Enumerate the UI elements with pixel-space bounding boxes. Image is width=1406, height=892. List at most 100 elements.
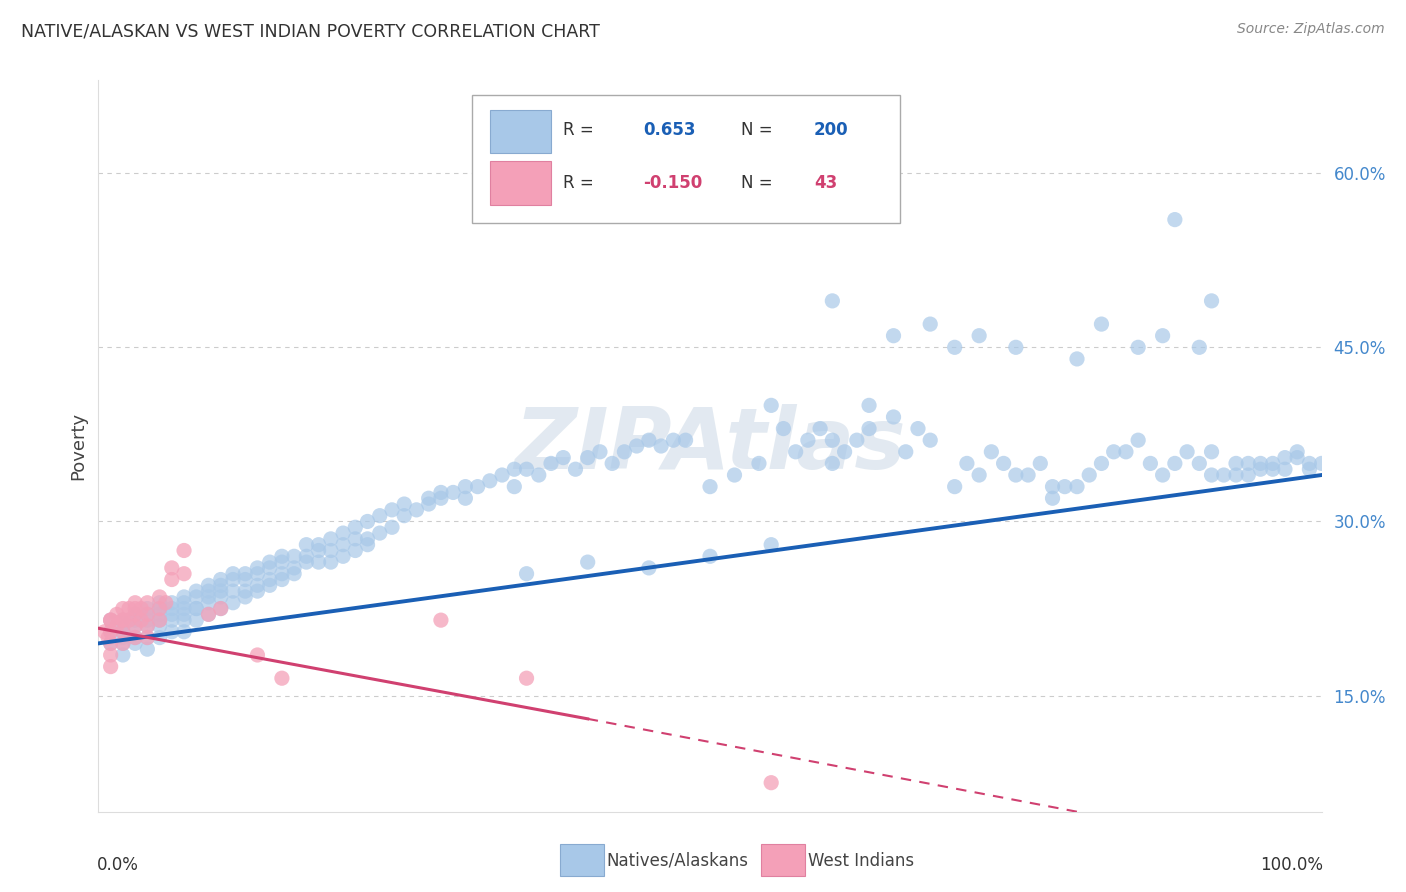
Point <box>1201 293 1223 308</box>
Point <box>111 636 134 650</box>
Point <box>920 317 942 331</box>
Point <box>246 648 269 662</box>
Point <box>197 590 219 604</box>
Point <box>308 543 330 558</box>
Point <box>270 549 294 564</box>
Point <box>356 532 378 546</box>
Point <box>772 421 794 435</box>
Point <box>197 607 219 622</box>
Point <box>418 491 440 506</box>
Point <box>111 624 134 639</box>
Point <box>173 590 195 604</box>
Point <box>797 433 820 447</box>
FancyBboxPatch shape <box>489 110 551 153</box>
Point <box>233 590 256 604</box>
Point <box>430 491 453 506</box>
Point <box>1042 491 1064 506</box>
Point <box>1261 457 1284 471</box>
Point <box>1286 445 1309 459</box>
Point <box>637 433 661 447</box>
Text: R =: R = <box>564 121 599 139</box>
Point <box>209 578 232 592</box>
Point <box>233 566 256 581</box>
Point <box>136 631 159 645</box>
Point <box>332 549 354 564</box>
Point <box>124 607 146 622</box>
FancyBboxPatch shape <box>471 95 900 223</box>
Point <box>943 340 966 354</box>
Point <box>515 462 537 476</box>
Point <box>392 508 416 523</box>
Point <box>980 445 1002 459</box>
Point <box>136 601 159 615</box>
Point <box>173 601 195 615</box>
Point <box>344 532 367 546</box>
Point <box>503 462 526 476</box>
Point <box>160 596 183 610</box>
Point <box>186 601 208 615</box>
Point <box>1004 468 1026 483</box>
Point <box>1225 468 1247 483</box>
Point <box>173 613 195 627</box>
Point <box>1029 457 1052 471</box>
Point <box>197 578 219 592</box>
Point <box>1261 462 1284 476</box>
Point <box>1175 445 1198 459</box>
Text: 100.0%: 100.0% <box>1260 855 1323 873</box>
Point <box>1237 468 1260 483</box>
Text: West Indians: West Indians <box>808 852 914 870</box>
Point <box>124 631 146 645</box>
Point <box>1152 468 1174 483</box>
Point <box>124 613 146 627</box>
Point <box>136 642 159 657</box>
Point <box>1286 450 1309 465</box>
Point <box>100 613 122 627</box>
Point <box>259 561 281 575</box>
Point <box>186 613 208 627</box>
Point <box>160 573 183 587</box>
Point <box>118 613 141 627</box>
Point <box>149 613 172 627</box>
Point <box>430 485 453 500</box>
Point <box>503 480 526 494</box>
Point <box>1102 445 1125 459</box>
Point <box>209 601 232 615</box>
Point <box>308 555 330 569</box>
Point <box>1188 340 1211 354</box>
Point <box>956 457 979 471</box>
Point <box>246 561 269 575</box>
Point <box>209 573 232 587</box>
Point <box>259 555 281 569</box>
Point <box>149 619 172 633</box>
Point <box>650 439 672 453</box>
Point <box>344 520 367 534</box>
Point <box>1298 457 1320 471</box>
Point <box>418 497 440 511</box>
Point <box>173 624 195 639</box>
Point <box>723 468 745 483</box>
Point <box>173 596 195 610</box>
Point <box>1090 457 1112 471</box>
Point <box>222 584 245 599</box>
Point <box>1078 468 1101 483</box>
Point <box>626 439 648 453</box>
Point <box>186 590 208 604</box>
Point <box>1128 340 1150 354</box>
Point <box>613 445 636 459</box>
Point <box>454 480 477 494</box>
Point <box>149 601 172 615</box>
Text: 0.653: 0.653 <box>643 121 695 139</box>
Point <box>129 613 152 627</box>
Point <box>553 450 575 465</box>
Point <box>149 613 172 627</box>
Point <box>129 601 152 615</box>
Point <box>845 433 868 447</box>
Point <box>111 648 134 662</box>
Point <box>124 631 146 645</box>
Text: Source: ZipAtlas.com: Source: ZipAtlas.com <box>1237 22 1385 37</box>
Point <box>920 433 942 447</box>
Point <box>332 538 354 552</box>
Point <box>136 607 159 622</box>
Text: ZIPAtlas: ZIPAtlas <box>515 404 905 488</box>
FancyBboxPatch shape <box>489 161 551 204</box>
